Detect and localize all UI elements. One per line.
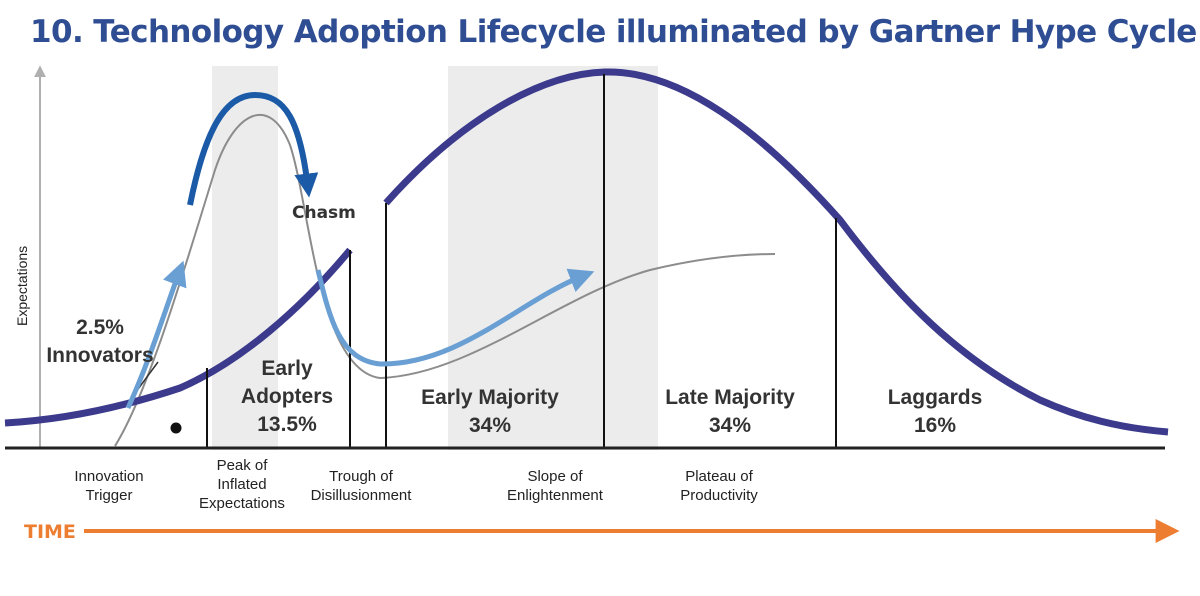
segment-late-majority: Late Majority 34% [665,386,795,437]
innovation-trigger-dot [170,422,182,434]
hype-peak-arrow [187,91,319,206]
segment-early-adopters-line1: Early [261,357,313,380]
phase-slope: Slope of Enlightenment [507,468,604,504]
bell-curve-right [383,68,1169,436]
phase-trough-line1: Trough of [329,468,393,485]
phase-peak-line1: Peak of [217,457,269,474]
segment-early-majority: Early Majority 34% [421,386,559,437]
segment-innovators: 2.5% Innovators [46,316,153,367]
segment-laggards-name: Laggards [888,386,983,409]
segment-early-majority-percent: 34% [469,414,511,437]
band-peak [212,66,278,450]
phase-plateau-line2: Productivity [680,487,758,504]
phase-peak: Peak of Inflated Expectations [199,457,285,512]
phase-innovation-trigger: Innovation Trigger [74,468,143,504]
phase-trough-line2: Disillusionment [311,487,413,504]
phase-plateau-line1: Plateau of [685,468,753,485]
segment-laggards: Laggards 16% [888,386,983,437]
segment-laggards-percent: 16% [914,414,956,437]
chasm-recovery-arrow [315,268,595,367]
segment-late-majority-name: Late Majority [665,386,795,409]
phase-peak-line2: Inflated [217,476,266,493]
bell-curve-left [4,247,353,427]
segment-early-adopters-percent: 13.5% [257,413,317,436]
innovators-rise-arrow [125,260,187,410]
phase-innovation-trigger-line1: Innovation [74,468,143,485]
phase-slope-line2: Enlightenment [507,487,604,504]
segment-innovators-percent: 2.5% [76,316,124,339]
segment-early-adopters-line2: Adopters [241,385,333,408]
band-slope [448,66,658,450]
segment-early-adopters: Early Adopters 13.5% [241,357,333,436]
phase-plateau: Plateau of Productivity [680,468,758,504]
phase-trough: Trough of Disillusionment [311,468,413,504]
segment-innovators-name: Innovators [46,344,153,367]
phase-peak-line3: Expectations [199,495,285,512]
segment-early-majority-name: Early Majority [421,386,559,409]
time-label: TIME [24,521,76,543]
segment-late-majority-percent: 34% [709,414,751,437]
y-axis-label: Expectations [14,246,30,326]
phase-slope-line1: Slope of [527,468,583,485]
chasm-label: Chasm [292,203,356,223]
phase-innovation-trigger-line2: Trigger [86,487,133,504]
page-title: 10. Technology Adoption Lifecycle illumi… [30,14,1197,50]
